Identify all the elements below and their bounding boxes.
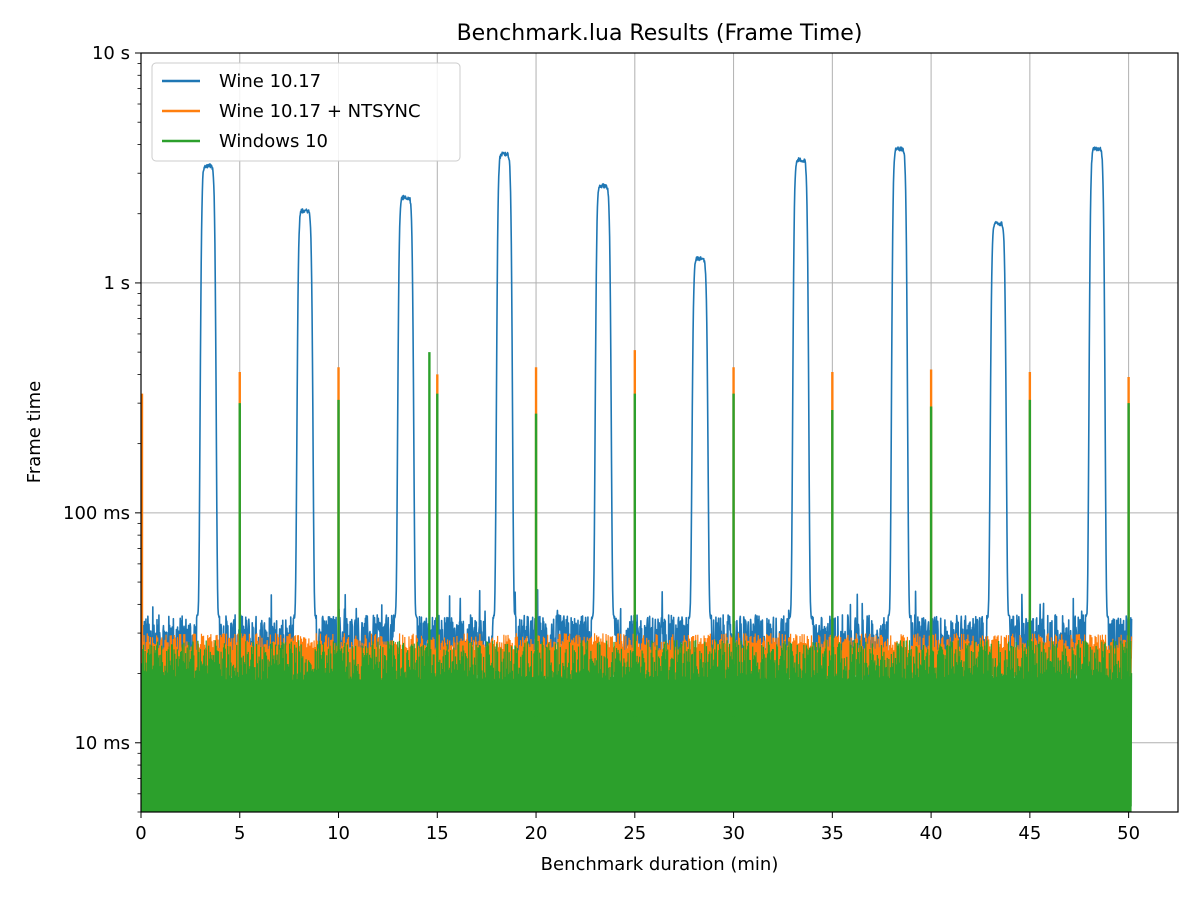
legend-entry-label: Windows 10 — [219, 131, 328, 152]
x-tick-label: 20 — [525, 823, 548, 844]
x-tick-label: 0 — [135, 823, 146, 844]
series-layer — [141, 146, 1133, 812]
y-axis: 10 ms 100 ms 1 s 10 s — [63, 43, 141, 813]
y-tick-label: 10 s — [92, 43, 130, 64]
legend-entry-label: Wine 10.17 — [219, 71, 321, 92]
x-tick-label: 10 — [327, 823, 350, 844]
legend-box — [151, 62, 461, 162]
x-tick-label: 50 — [1117, 823, 1140, 844]
chart-title: Benchmark.lua Results (Frame Time) — [457, 21, 863, 46]
x-tick-label: 15 — [426, 823, 449, 844]
legend: Wine 10.17 Wine 10.17 + NTSYNC Windows 10 — [151, 62, 461, 162]
y-tick-label: 1 s — [103, 273, 130, 294]
y-axis-title: Frame time — [24, 381, 45, 483]
x-tick-label: 35 — [821, 823, 844, 844]
x-axis-title: Benchmark duration (min) — [541, 854, 779, 875]
x-tick-label: 45 — [1018, 823, 1041, 844]
plot-frame — [140, 52, 1179, 813]
x-tick-label: 40 — [920, 823, 943, 844]
x-tick-label: 30 — [722, 823, 745, 844]
y-tick-label: 100 ms — [63, 503, 130, 524]
y-tick-label: 10 ms — [74, 733, 130, 754]
windows-dense-band — [141, 716, 1132, 812]
series-line-windows — [141, 639, 1133, 812]
legend-entry-label: Wine 10.17 + NTSYNC — [219, 101, 421, 122]
x-axis: 0 5 10 15 20 25 30 35 40 45 50 — [135, 812, 1140, 844]
x-tick-label: 25 — [623, 823, 646, 844]
x-tick-label: 5 — [234, 823, 245, 844]
